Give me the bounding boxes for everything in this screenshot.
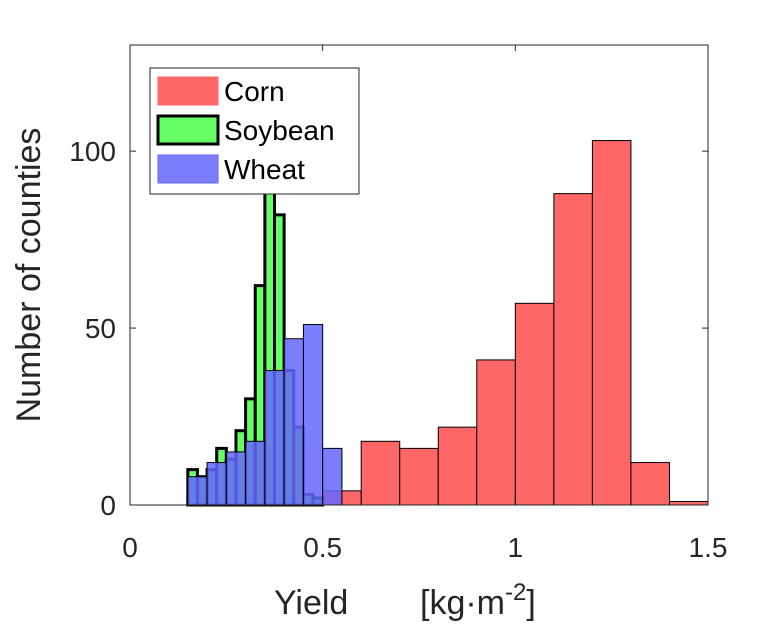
wheat-bar-0 <box>187 476 208 506</box>
corn-bar-4 <box>437 426 478 506</box>
corn-bar-5 <box>476 359 516 506</box>
corn-bar-3 <box>399 447 439 506</box>
y-tick-label: 0 <box>100 490 116 521</box>
legend-swatch-wheat <box>157 154 219 184</box>
series-wheat-bars <box>187 324 343 506</box>
corn-bar-9 <box>630 462 670 506</box>
x-axis-units-close: ] <box>526 584 535 622</box>
y-axis-label: Number of counties <box>10 128 48 423</box>
legend-swatch-corn <box>157 76 219 106</box>
series-corn-bars <box>283 140 709 506</box>
legend-swatch-soybean <box>156 114 220 146</box>
y-axis-ticks: 0 50 100 <box>69 136 708 521</box>
x-tick-label: 1.5 <box>689 532 728 563</box>
x-axis-units-exponent: -2 <box>505 579 526 606</box>
x-axis-ticks: 0 0.5 1 1.5 <box>122 45 727 563</box>
corn-bar-10 <box>668 500 709 506</box>
axes-frame <box>129 44 709 506</box>
wheat-bar-4 <box>264 370 285 506</box>
x-axis-label: Yield <box>274 584 348 622</box>
x-axis-units: [kg·m-2] <box>420 579 536 622</box>
x-tick-label: 0 <box>122 532 138 563</box>
x-tick-label: 1 <box>508 532 524 563</box>
wheat-bar-7 <box>322 447 343 506</box>
plot-area: 0 0.5 1 1.5 0 50 100 <box>69 44 727 563</box>
y-tick-label: 100 <box>69 136 116 167</box>
corn-bar-6 <box>514 302 555 506</box>
x-axis-units-base: [kg·m <box>420 584 505 622</box>
corn-bar-7 <box>553 193 593 506</box>
wheat-bar-1 <box>206 462 227 506</box>
wheat-bar-3 <box>245 440 266 506</box>
legend-label-corn: Corn <box>224 76 285 107</box>
corn-bar-8 <box>591 140 632 506</box>
y-tick-label: 50 <box>85 313 116 344</box>
corn-bar-2 <box>360 440 401 506</box>
legend-label-wheat: Wheat <box>224 154 305 185</box>
wheat-bar-6 <box>302 324 324 506</box>
legend-label-soybean: Soybean <box>224 115 335 146</box>
x-tick-label: 0.5 <box>303 532 342 563</box>
wheat-bar-5 <box>283 338 304 506</box>
wheat-bar-2 <box>225 451 247 506</box>
legend: Corn Soybean Wheat <box>149 67 360 195</box>
